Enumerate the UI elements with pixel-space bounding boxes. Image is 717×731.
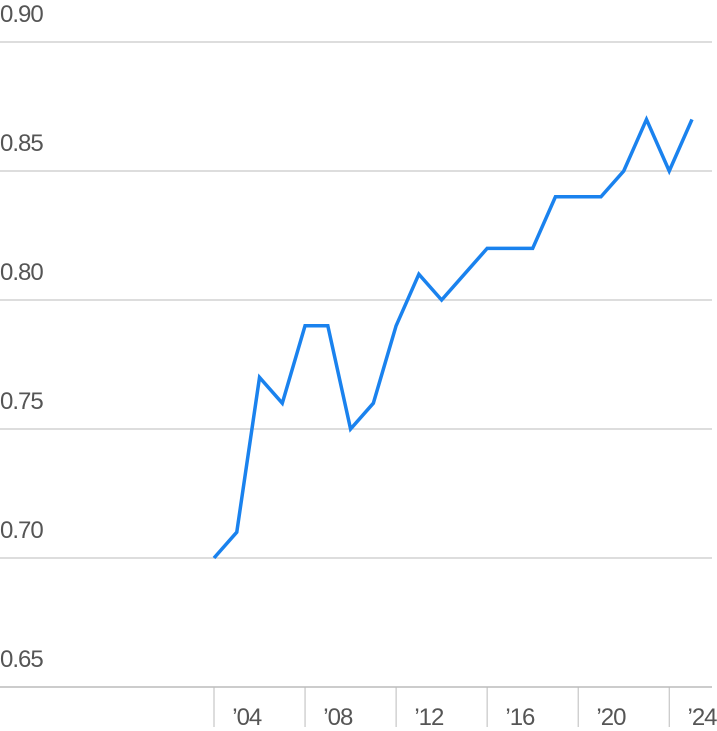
y-tick-label: 0.70 [0,517,43,544]
y-tick-label: 0.75 [0,388,43,415]
y-tick-label: 0.90 [0,1,43,28]
x-tick-label: ’24 [687,704,717,731]
x-tick-label: ’20 [596,704,626,731]
y-tick-label: 0.65 [0,646,43,673]
x-tick-label: ’04 [232,704,262,731]
x-tick-label: ’12 [414,704,444,731]
data-line [212,115,694,560]
y-tick-label: 0.85 [0,130,43,157]
y-tick-label: 0.80 [0,259,43,286]
x-tick-label: ’16 [505,704,535,731]
x-tick-label: ’08 [323,704,353,731]
